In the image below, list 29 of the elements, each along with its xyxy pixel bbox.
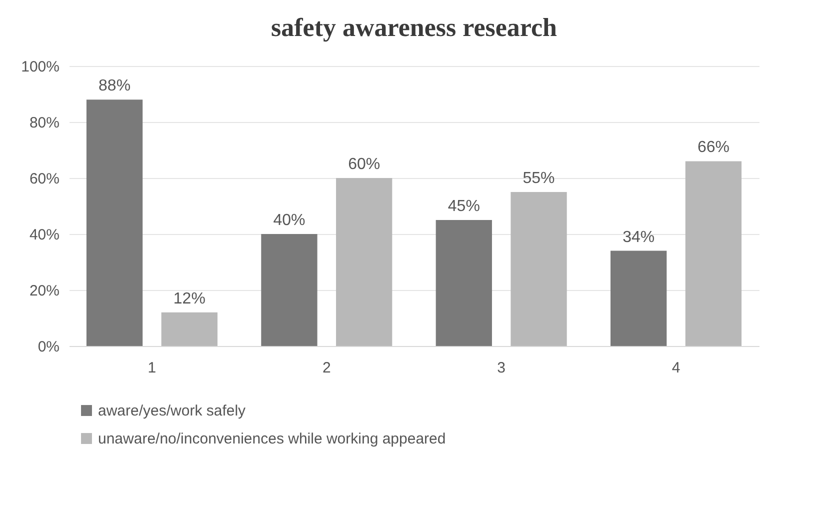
legend-label: aware/yes/work safely (98, 402, 246, 420)
x-tick-label: 1 (148, 360, 156, 376)
data-label: 40% (273, 212, 306, 229)
bar (336, 178, 392, 346)
bar (510, 192, 567, 346)
bar (86, 100, 143, 346)
legend-label: unaware/no/inconveniences while working appeared (98, 430, 446, 448)
bar (161, 312, 218, 346)
y-tick-label: 80% (29, 114, 60, 132)
y-tick-label: 60% (29, 170, 60, 188)
x-tick-label: 4 (672, 360, 680, 376)
data-label: 45% (448, 198, 480, 215)
y-tick-label: 20% (29, 282, 60, 300)
data-label: 55% (522, 170, 555, 187)
bar (436, 220, 492, 346)
data-label: 12% (173, 290, 206, 308)
y-tick-label: 0% (38, 338, 60, 356)
data-label: 34% (622, 228, 655, 246)
y-tick-label: 100% (21, 58, 60, 76)
x-tick-label: 2 (322, 360, 331, 376)
bar (610, 250, 667, 346)
data-label: 66% (697, 139, 730, 156)
y-tick-label: 40% (29, 226, 60, 244)
bar (685, 161, 742, 346)
data-label: 88% (98, 78, 131, 95)
bar (261, 234, 318, 346)
data-label: 60% (348, 156, 380, 173)
chart-title: safety awareness research (271, 13, 558, 42)
x-tick-label: 3 (497, 360, 506, 376)
